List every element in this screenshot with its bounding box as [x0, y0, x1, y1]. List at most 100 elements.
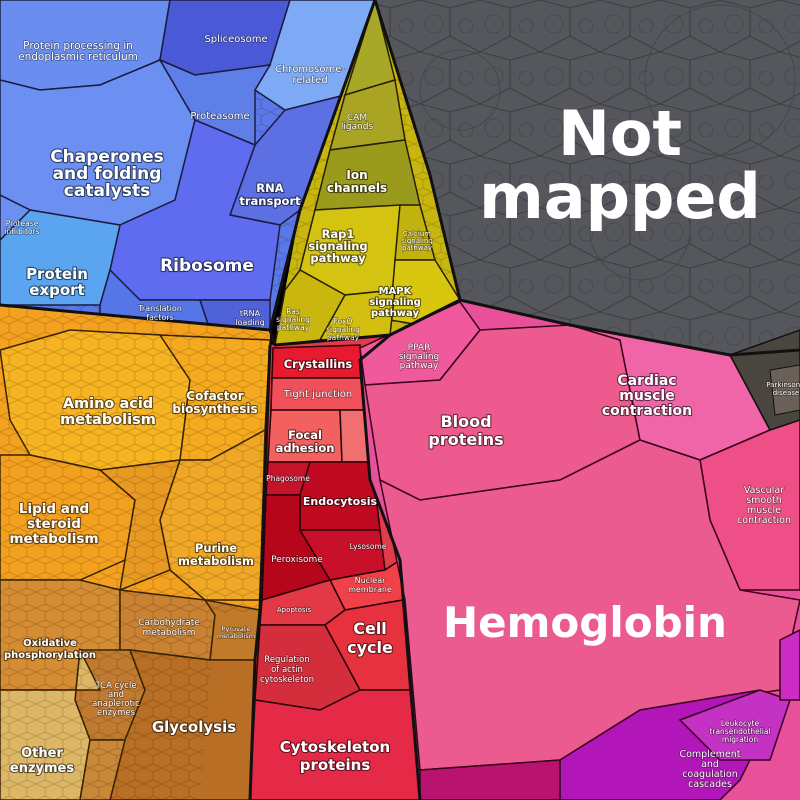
label-endocytosis: Endocytosis [303, 495, 378, 508]
label-lipid-2: steroid [27, 516, 81, 532]
label-not-mapped-1: Not [558, 97, 682, 170]
label-tca-1: TCA cycle [94, 681, 136, 691]
label-complement-1: Complement [679, 749, 740, 760]
label-purine-2: metabolism [178, 554, 254, 568]
label-nuclear-1: Nuclear [355, 576, 387, 585]
label-parkinson-1: Parkinson's [766, 381, 800, 389]
label-apoptosis: Apoptosis [277, 606, 312, 614]
label-cam-1: CAM [347, 113, 367, 123]
label-trna-1: tRNA [240, 309, 261, 318]
label-pyruvate-1: Pyruvate [222, 625, 251, 633]
label-other-2: enzymes [10, 761, 74, 776]
label-protein-export-2: export [29, 281, 84, 299]
label-other-1: Other [21, 746, 63, 761]
label-carb-1: Carbohydrate [138, 618, 200, 628]
label-complement-3: coagulation [682, 769, 738, 780]
label-foxo-3: pathway [327, 333, 360, 342]
label-nuclear-2: membrane [348, 585, 392, 594]
label-not-mapped-2: mapped [479, 160, 761, 233]
label-tca-4: enzymes [97, 708, 136, 718]
label-protease-2: inhibitors [4, 227, 39, 236]
label-tight: Tight junction [283, 389, 352, 400]
label-purine-1: Purine [195, 541, 237, 555]
label-cam-2: ligands [341, 122, 374, 132]
label-protein-export-1: Protein [26, 265, 88, 283]
label-vascular-2: smooth [746, 495, 782, 506]
label-blood-2: proteins [428, 430, 503, 449]
label-rap1-1: Rap1 [322, 227, 355, 241]
label-cellcycle-1: Cell [353, 619, 387, 638]
label-lipid-1: Lipid and [19, 501, 89, 517]
label-lysosome: Lysosome [350, 542, 387, 551]
label-rna-transport-1: RNA [256, 181, 283, 195]
label-calcium-1: Calcium [403, 230, 431, 238]
label-cytoskel-1: Cytoskeleton [280, 738, 390, 756]
label-tca-3: anaplerotic [92, 699, 140, 709]
label-glycolysis: Glycolysis [152, 718, 236, 736]
label-mapk-1: MAPK [379, 286, 413, 297]
label-vascular-4: contraction [737, 515, 791, 526]
label-ppar-3: pathway [400, 361, 439, 371]
label-ras-3: pathway [277, 323, 310, 332]
label-peroxisome: Peroxisome [271, 555, 323, 565]
label-ppar-2: signaling [399, 352, 440, 362]
label-protein-processing-1: Protein processing in [23, 40, 133, 52]
label-leukocyte-2: transendothelial [709, 727, 770, 736]
label-crystallins: Crystallins [284, 357, 353, 371]
label-amino-1: Amino acid [63, 396, 153, 412]
label-complement-4: cascades [688, 779, 732, 790]
label-proteasome: Proteasome [190, 111, 249, 122]
label-ion-1: Ion [346, 168, 367, 182]
label-chaperones-2: and folding [53, 164, 162, 184]
label-ras-2: signaling [276, 315, 310, 324]
label-cytoskel-2: proteins [300, 756, 371, 774]
label-translation-1: Translation [137, 304, 182, 313]
label-cardiac-2: muscle [619, 388, 674, 404]
label-focal-2: adhesion [276, 441, 335, 455]
label-spliceosome: Spliceosome [204, 34, 267, 45]
label-foxo-1: FoxO [334, 317, 353, 326]
label-calcium-2: signaling [401, 237, 433, 245]
label-amino-2: metabolism [60, 412, 156, 428]
label-rap1-3: pathway [310, 251, 366, 265]
label-tca-2: and [108, 690, 124, 700]
label-ribosome: Ribosome [160, 256, 254, 276]
label-cellcycle-2: cycle [347, 638, 393, 657]
label-vascular-3: muscle [747, 505, 781, 516]
label-chromosome-1: Chromosome- [275, 64, 345, 75]
label-complement-2: and [701, 759, 719, 770]
label-foxo-2: signaling [326, 325, 360, 334]
label-cofactor-2: biosynthesis [172, 402, 257, 416]
label-actin-1: Regulation [264, 655, 309, 665]
label-rna-transport-2: transport [239, 194, 301, 208]
label-calcium-3: pathway [402, 244, 432, 252]
label-leukocyte-3: migration [722, 735, 758, 744]
label-actin-3: cytoskeleton [260, 675, 314, 685]
label-pyruvate-2: metabolism [217, 632, 255, 640]
cell-protease-inhibitors [0, 194, 32, 242]
label-protein-processing-2: endoplasmic reticulum [18, 51, 138, 63]
label-cofactor-1: Cofactor [186, 389, 243, 403]
label-actin-2: of actin [271, 665, 303, 675]
label-focal-1: Focal [288, 428, 322, 442]
label-oxphos-1: Oxidative [23, 638, 77, 649]
label-phagosome: Phagosome [266, 474, 310, 483]
label-chromosome-2: related [292, 75, 327, 86]
label-leukocyte-1: Leukocyte [721, 719, 760, 728]
label-lipid-3: metabolism [9, 531, 98, 547]
cell-parkinson [769, 364, 800, 416]
label-ras-1: Ras [286, 307, 300, 316]
label-oxphos-2: phosphorylation [4, 650, 96, 661]
label-parkinson-2: disease [773, 389, 800, 397]
label-carb-2: metabolism [142, 628, 195, 638]
label-rap1-2: signaling [308, 239, 367, 253]
label-blood-1: Blood [440, 412, 491, 431]
label-cardiac-3: contraction [602, 403, 692, 419]
label-vascular-1: Vascular [744, 485, 784, 496]
label-hemoglobin: Hemoglobin [443, 598, 727, 647]
label-ppar-1: PPAR [408, 343, 431, 353]
cell-axon-guidance [779, 629, 800, 701]
